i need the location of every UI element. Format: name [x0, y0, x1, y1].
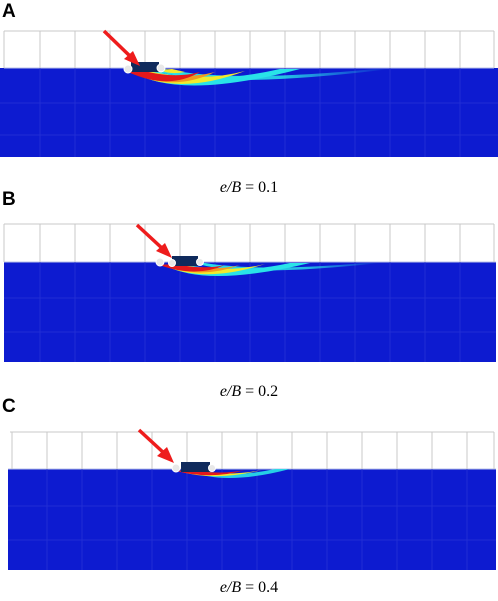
- footing-node-right: [208, 464, 216, 472]
- panel-label-b: B: [2, 189, 16, 210]
- load-arrow-icon: [135, 223, 172, 258]
- panel-label-c: C: [2, 396, 16, 417]
- simulation-panel-c: [8, 428, 496, 570]
- caption-b: e/B = 0.2: [219, 383, 279, 400]
- mesh-grid: [3, 30, 495, 69]
- footing-node-right: [196, 258, 204, 266]
- shear-band: [159, 263, 380, 277]
- simulation-panel-b: [3, 223, 496, 362]
- load-arrow-icon: [137, 428, 174, 463]
- load-arrow-icon: [102, 29, 140, 66]
- footing: [131, 62, 159, 72]
- footing-node-left: [123, 64, 133, 74]
- mesh-grid: [8, 431, 496, 470]
- soil-domain: [0, 68, 498, 157]
- footing-node-left: [155, 257, 165, 267]
- mesh-grid: [3, 223, 496, 263]
- caption-a: e/B = 0.1: [219, 179, 279, 196]
- simulation-panel-a: [0, 29, 498, 157]
- caption-c: e/B = 0.4: [219, 579, 279, 596]
- panel-label-a: A: [2, 1, 16, 22]
- footing-node-left: [171, 463, 181, 473]
- footing: [181, 462, 210, 472]
- shear-band: [126, 69, 390, 86]
- footing-node-mid: [168, 259, 176, 267]
- soil-domain: [8, 469, 496, 570]
- footing: [172, 256, 198, 266]
- footing-node-right: [156, 63, 166, 73]
